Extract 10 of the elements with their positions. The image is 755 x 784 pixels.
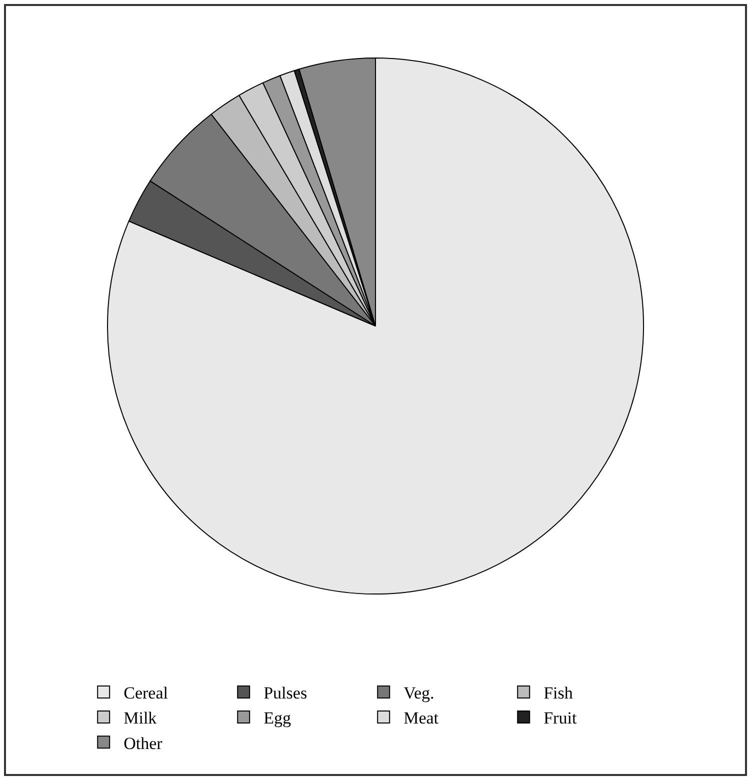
legend-label: Veg. [404,684,434,703]
pie-slice [107,58,644,594]
legend-label: Meat [404,708,439,728]
legend-label: Pulses [264,684,308,703]
legend-label: Fish [544,684,574,703]
legend-label: Egg [264,708,292,728]
legend-label: Milk [124,708,158,728]
legend-label: Fruit [544,708,577,728]
legend-label: Other [124,734,163,753]
legend-label: Cereal [124,684,168,703]
